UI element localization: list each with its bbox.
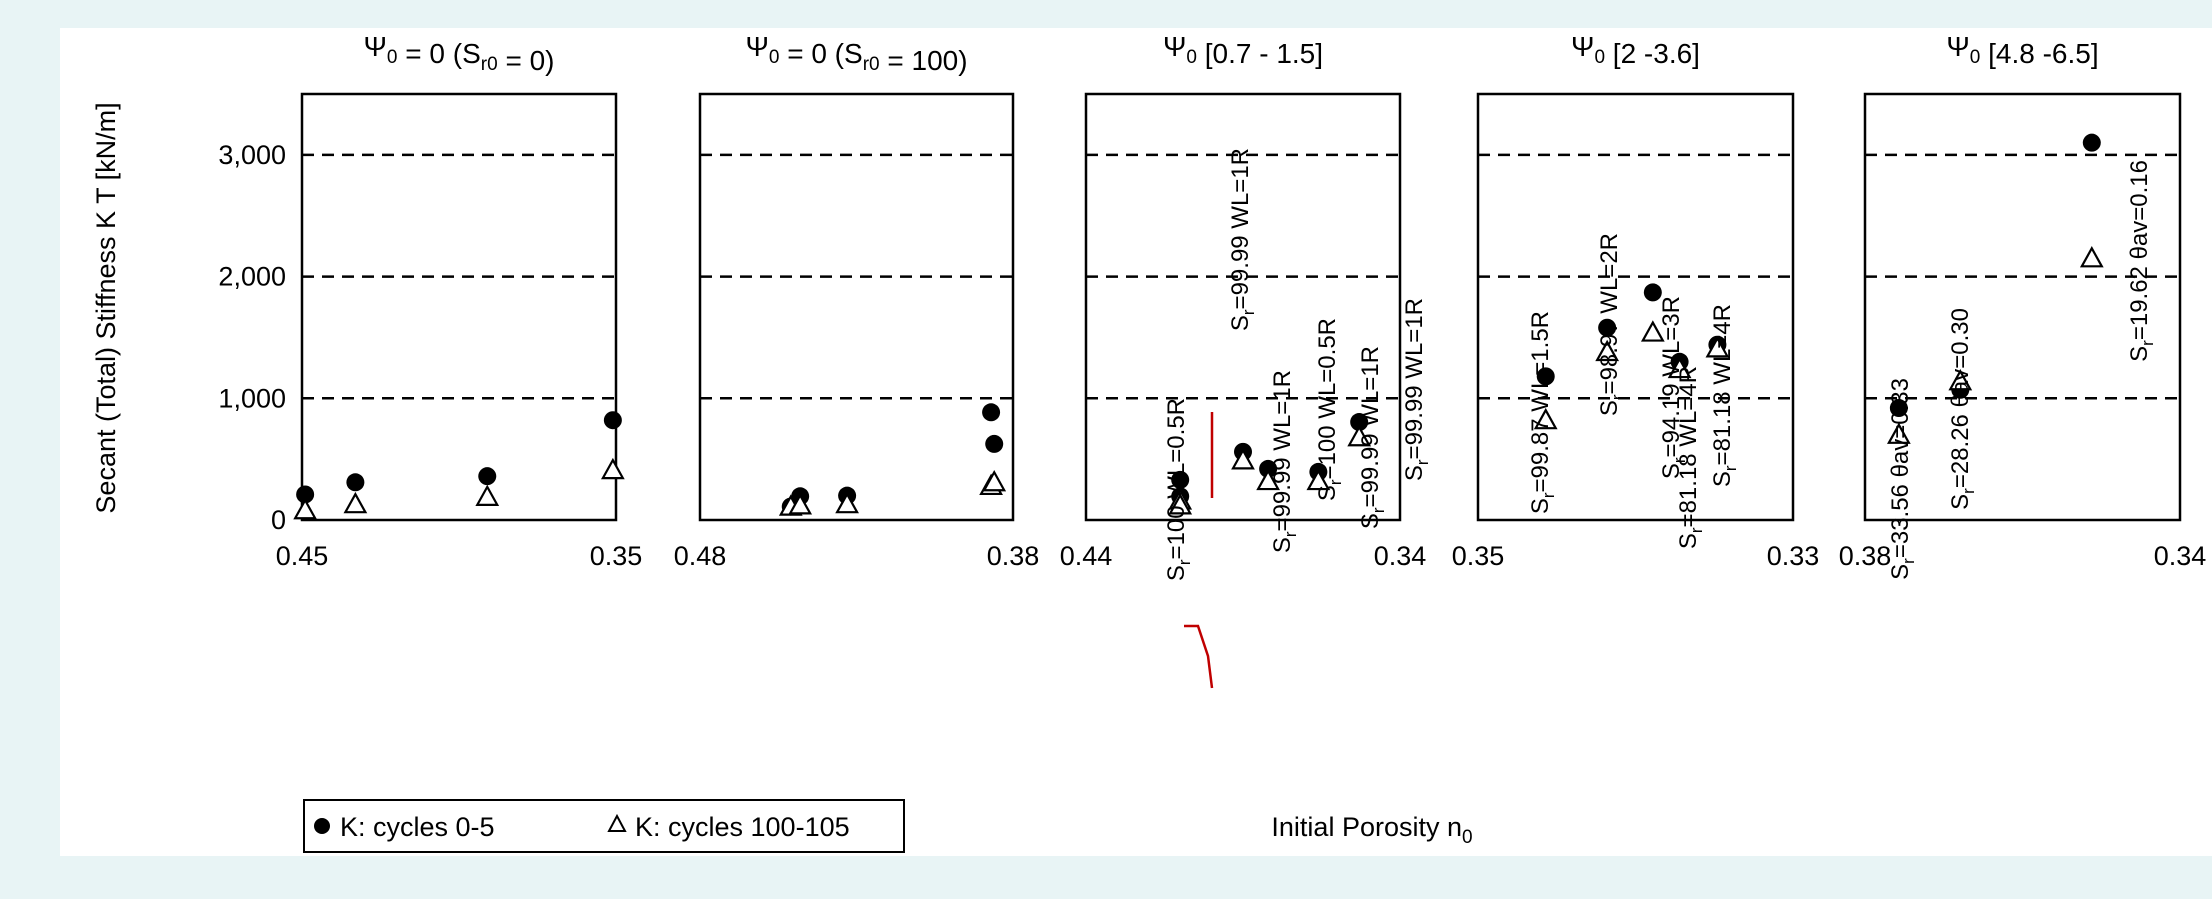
legend-label-cycles-100-105: K: cycles 100-105 [635,812,850,842]
point-cycles-100-105 [1667,356,1692,379]
point-cycles-100-105 [1168,493,1193,515]
point-cycles-100-105 [1533,407,1558,430]
plot-frame [698,92,1015,522]
point-annotation: Sr=28.26 θav=0.30 [1947,308,1978,510]
point-cycles-100-105 [293,497,318,520]
x-tick-label: 0.34 [1374,541,1427,571]
point-annotation: Sr=33.56 θav=0.33 [1887,378,1918,580]
x-tick-label: 0.45 [276,541,329,571]
x-tick-label: 0.44 [1060,541,1113,571]
point-cycles-100-105 [343,491,368,514]
panel-title: Ψ0 [4.8 -6.5] [1946,31,2098,69]
legend-box [303,799,905,853]
point-cycles-0-5 [296,485,315,504]
x-tick-label: 0.38 [1839,541,1892,571]
point-cycles-0-5 [1598,318,1617,337]
point-annotation: Sr=99.99 WL=1R [1357,346,1388,529]
point-cycles-100-105 [1306,468,1331,491]
panel-title: Ψ0 = 0 (Sr0 = 0) [364,31,555,76]
point-annotation: Sr=99.99 WL=1R [1269,370,1300,553]
x-tick-label: 0.38 [987,541,1040,571]
point-annotation: Sr=98.97 WL=2R [1596,233,1627,416]
point-cycles-100-105 [2079,246,2104,268]
point-annotation: Sr=81.18 WL=4R [1675,366,1706,549]
chart-svg: 0 1,000 2,000 3,000 Secant (Total) Stiffness… [91,31,2207,853]
y-tick-label: 0 [271,505,286,535]
point-cycles-100-105 [788,493,813,515]
point-annotation: Sr=94.19 WL=3R [1658,296,1689,479]
x-tick-label: 0.33 [1767,541,1820,571]
point-cycles-100-105 [1705,336,1730,358]
point-annotation: Sr=100 WL=0.5R [1163,398,1194,581]
point-annotation: Sr=100 WL=0.5R [1314,318,1345,501]
panel-title: Ψ0 [2 -3.6] [1571,31,1700,69]
point-cycles-0-5 [1350,413,1369,432]
annotation-leader-line [1184,624,1214,689]
point-cycles-100-105 [1948,368,1973,391]
point-cycles-0-5 [1643,283,1662,302]
point-annotation: Sr=19.62 θav=0.16 [2126,160,2157,362]
point-cycles-100-105 [1595,339,1620,362]
plot-frame [1476,92,1795,522]
legend-marker-cycles-100-105 [607,813,627,832]
x-tick-label: 0.48 [674,541,727,571]
point-cycles-100-105 [1886,422,1911,444]
point-annotation: Sr=81.18 WL=4R [1709,304,1740,487]
x-tick-label: 0.35 [590,541,643,571]
y-tick-label: 2,000 [218,262,286,292]
point-cycles-0-5 [985,434,1004,453]
point-cycles-100-105 [1640,320,1665,342]
point-annotation: Sr=99.87 WL=1.5R [1527,311,1558,514]
point-cycles-100-105 [835,491,859,514]
y-tick-label: 3,000 [218,140,286,170]
point-cycles-0-5 [478,467,497,486]
x-tick-label: 0.34 [2154,541,2207,571]
point-cycles-100-105 [1231,448,1255,470]
x-axis-title: Initial Porosity n0 [1271,812,1472,848]
point-annotation: Sr=99.99 WL=1R [1227,148,1258,331]
x-tick-label: 0.35 [1452,541,1505,571]
plot-frame [1863,92,2182,522]
point-cycles-0-5 [346,473,365,492]
point-cycles-100-105 [1256,468,1280,491]
point-cycles-0-5 [982,403,1001,422]
panel-title: Ψ0 = 0 (Sr0 = 100) [745,31,967,76]
point-cycles-0-5 [1889,399,1908,418]
legend-marker-cycles-0-5 [314,818,330,834]
point-cycles-100-105 [600,457,625,480]
chart-panel: 0 1,000 2,000 3,000 Secant (Total) Stiffness… [60,28,2212,856]
y-axis-title: Secant (Total) Stiffness K T [kN/m] [91,102,121,513]
point-cycles-0-5 [603,411,622,430]
point-cycles-100-105 [1347,424,1372,447]
point-annotation: Sr=99.99 WL=1R [1401,298,1432,481]
legend-label-cycles-0-5: K: cycles 0-5 [340,812,495,842]
point-cycles-100-105 [982,470,1007,492]
y-tick-label: 1,000 [218,383,286,413]
point-cycles-0-5 [1536,367,1555,386]
point-cycles-0-5 [2082,133,2101,152]
plot-frame [300,92,618,522]
point-cycles-0-5 [1171,470,1190,489]
panel-title: Ψ0 [0.7 - 1.5] [1163,31,1323,69]
plot-frame [1084,92,1402,522]
point-cycles-100-105 [475,484,500,506]
